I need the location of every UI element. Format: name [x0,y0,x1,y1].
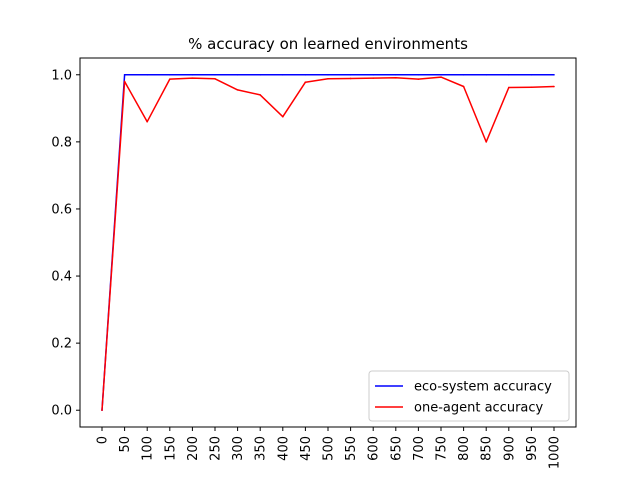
data-point [191,77,194,79]
data-point [395,76,397,79]
data-point [327,77,329,80]
data-point [191,73,194,76]
x-tick-label: 100 [141,436,156,461]
data-point [485,73,488,76]
x-tick-label: 800 [457,436,472,461]
y-tick-label: 0.2 [51,337,72,352]
data-point [417,78,420,80]
x-tick-label: 700 [412,436,427,461]
x-tick-label: 200 [186,436,201,461]
data-point [372,77,375,79]
data-point [146,120,148,123]
data-point [146,73,148,76]
data-point [101,409,103,412]
y-tick-label: 0.4 [51,270,72,285]
data-point [485,141,488,143]
data-point [304,81,307,83]
data-point [372,73,375,76]
x-tick-label: 850 [480,436,495,461]
data-point [349,77,352,80]
data-point [169,73,171,76]
legend-label: eco-system accuracy [414,380,552,395]
data-point [417,73,420,76]
data-point [462,85,465,88]
data-point [440,76,442,78]
x-tick-label: 350 [254,436,269,461]
x-tick-label: 450 [299,436,314,461]
x-tick-label: 750 [435,436,450,461]
x-tick-label: 300 [231,436,246,461]
data-point [259,73,262,76]
y-tick-label: 0.0 [51,404,72,419]
x-tick-label: 50 [118,436,133,453]
legend: eco-system accuracy one-agent accuracy [368,370,570,422]
legend-box [368,370,570,422]
x-tick-label: 0 [96,436,111,444]
data-point [123,80,126,83]
data-point [530,86,533,88]
data-point [282,73,284,76]
data-point [169,78,171,80]
x-tick-label: 650 [389,436,404,461]
y-tick-label: 0.8 [51,135,72,150]
data-point [508,73,510,76]
data-point [236,89,239,91]
x-tick-label: 1000 [548,436,563,469]
y-axis: 0.0 0.2 0.4 0.6 0.8 1.0 [51,68,80,419]
x-axis: 0 50 100 150 200 250 300 350 400 450 500 550 600 650 7… [96,427,563,469]
x-tick-label: 550 [344,436,359,461]
series-line-0 [101,74,554,411]
data-point [123,73,126,76]
data-point [259,94,262,96]
chart-title: % accuracy on learned environments [188,35,468,53]
data-point [282,115,284,118]
data-point [214,73,216,76]
data-point [440,73,442,76]
legend-label: one-agent accuracy [414,401,544,416]
data-point [327,73,329,76]
data-point [214,77,216,80]
series-line-1 [101,76,555,411]
x-tick-label: 900 [502,436,517,461]
data-point [349,73,352,76]
x-tick-label: 400 [276,436,291,461]
data-point [508,86,510,89]
x-tick-label: 150 [163,436,178,461]
data-point [304,73,307,76]
y-tick-label: 1.0 [51,68,72,83]
data-point [395,73,397,76]
y-tick-label: 0.6 [51,202,72,217]
x-tick-label: 950 [525,436,540,461]
data-point [553,85,555,88]
x-tick-label: 500 [322,436,337,461]
data-point [530,73,533,76]
x-tick-label: 250 [209,436,224,461]
data-point [236,73,239,76]
x-tick-label: 600 [367,436,382,461]
series-layer [101,73,555,412]
data-point [462,73,465,76]
data-point [553,73,555,76]
